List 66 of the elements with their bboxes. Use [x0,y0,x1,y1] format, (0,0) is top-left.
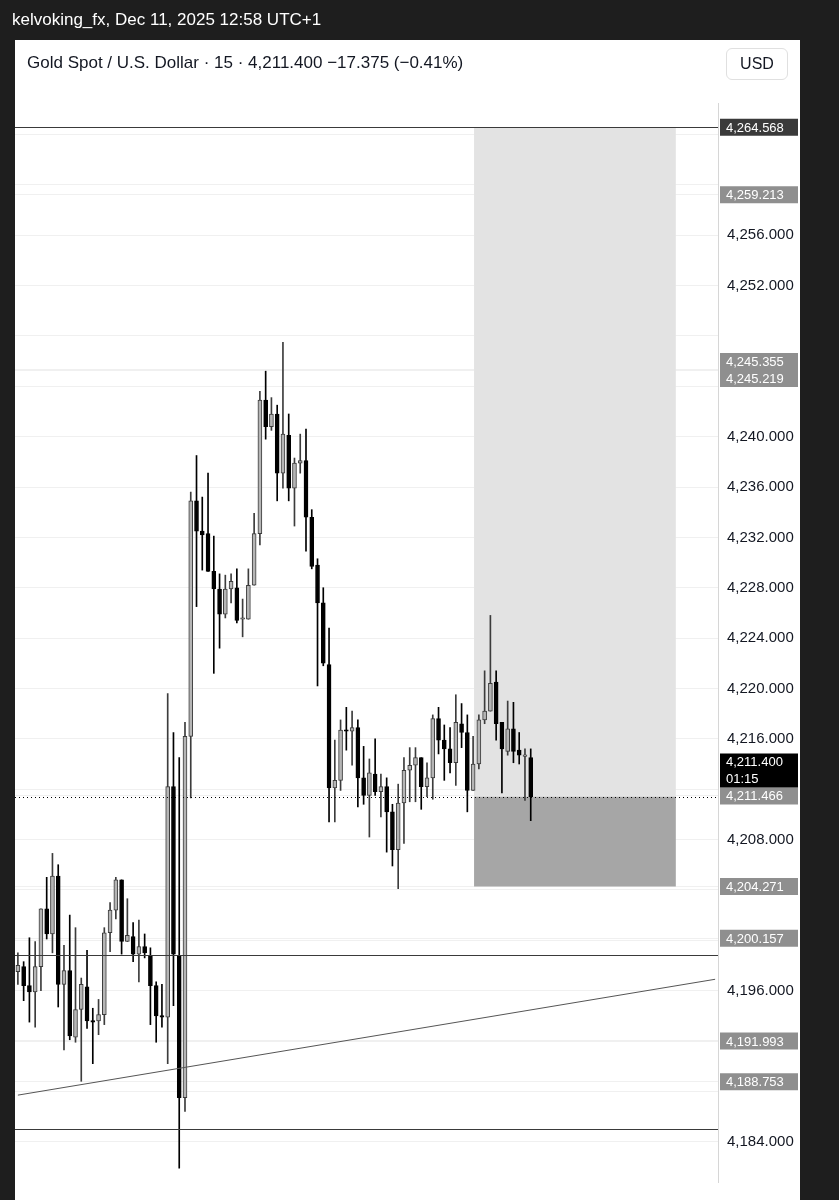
candlestick [148,947,153,1025]
candlestick [441,724,447,781]
candlestick [459,703,464,748]
candlestick [27,937,32,1023]
candlestick [44,876,50,940]
y-tick-label: 4,259.213 [726,187,784,203]
candlestick [96,999,101,1036]
candlestick [407,747,413,803]
candlestick [263,370,268,440]
chart-title: Gold Spot / U.S. Dollar · 15 · 4,211.400 −17.375 (−0.41%) [27,53,464,73]
candlestick [125,898,130,942]
candlestick [367,758,372,838]
candlestick [511,701,516,764]
y-tick-label: 4,184.000 [727,1131,794,1149]
candlestick [436,707,441,755]
y-tick-label: 4,204.271 [726,879,784,895]
candlestick [194,455,199,607]
y-tick-label: 4,236.000 [727,477,794,495]
y-tick-label: 4,245.355 [726,354,784,370]
candlestick [119,879,124,955]
ref-line-label: 4,211.400 01:15 [726,754,783,787]
y-tick-label: 4,220.000 [727,678,794,696]
candlestick [522,748,528,801]
y-tick-label: 4,256.000 [727,225,794,243]
y-tick-label: 4,224.000 [727,628,794,646]
candlestick [78,977,84,1082]
candlestick [269,397,274,431]
y-tick-label: 4,232.000 [727,527,794,545]
candlestick [21,961,26,1002]
y-tick-label: 4,196.000 [727,980,794,998]
candlestick [222,574,228,619]
candlestick [349,710,355,766]
candlestick [338,719,343,791]
y-tick-label: 4,252.000 [727,275,794,293]
candlestick [90,1007,96,1064]
candlestick [142,933,147,959]
candlestick [332,739,338,823]
candlestick [217,573,222,649]
y-tick-label: 4,191.993 [726,1033,784,1049]
y-tick-label: 4,228.000 [727,577,794,595]
y-tick-label: 4,240.000 [727,426,794,444]
candlestick [488,615,493,712]
candlestick [413,747,418,803]
candlestick [505,700,511,756]
y-tick-label: 4,216.000 [727,728,794,746]
candlestick [482,670,487,725]
candlestick [292,457,297,527]
candlestick [344,707,349,751]
candlestick [246,568,251,620]
y-axis-title: USD [726,48,788,80]
candlestick [211,535,217,674]
candlestick [199,496,205,571]
y-tick-label: 4,188.753 [726,1074,784,1090]
candlestick [50,853,55,954]
text: kelvoking_fx, Dec 11, 2025 12:58 UTC+1 [12,10,322,29]
y-tick-label: 4,208.000 [727,829,794,847]
y-tick-label: 4,211.466 [726,788,783,804]
ref-line-label: 4,264.568 [726,119,784,135]
y-tick-label: 4,200.157 [726,930,784,946]
candlestick [159,984,165,1028]
candlestick [297,433,303,474]
candlestick [390,803,395,867]
candlestick [240,598,245,638]
candlestick [516,732,522,765]
candlestick [315,558,320,687]
y-tick-label: 4,245.219 [726,371,784,387]
